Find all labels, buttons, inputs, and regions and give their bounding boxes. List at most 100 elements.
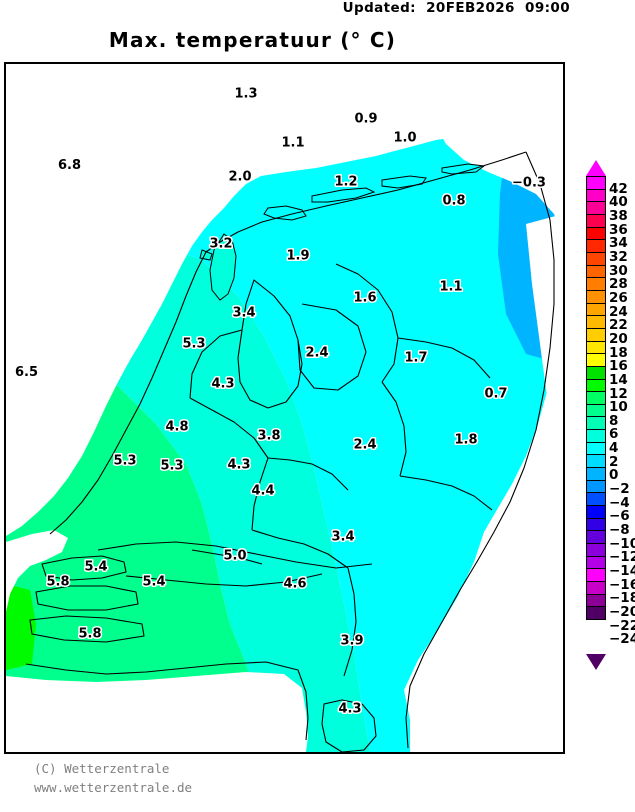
legend-swatch bbox=[586, 479, 606, 494]
province-border-j bbox=[343, 567, 357, 677]
station-label: 2.4 bbox=[305, 346, 328, 361]
station-label: 3.4 bbox=[232, 306, 255, 321]
legend-top-arrow-icon bbox=[586, 160, 606, 176]
station-label: 5.8 bbox=[78, 627, 101, 642]
mask-northeast-out bbox=[436, 126, 563, 240]
province-border-e bbox=[189, 329, 243, 399]
mask-north-sea bbox=[6, 64, 563, 536]
station-label: 4.6 bbox=[283, 577, 306, 592]
legend-tick-label: 8 bbox=[609, 412, 619, 429]
legend-swatch bbox=[586, 327, 606, 342]
legend-tick-label: −8 bbox=[609, 522, 630, 539]
legend-tick-label: −14 bbox=[609, 563, 635, 580]
legend-tick-label: −2 bbox=[609, 481, 630, 498]
legend-tick-label: −6 bbox=[609, 508, 630, 525]
rivers-maas bbox=[125, 573, 323, 587]
legend-tick-label: 26 bbox=[609, 289, 628, 306]
legend-tick-label: 34 bbox=[609, 235, 628, 252]
legend-swatch bbox=[586, 403, 606, 418]
station-label: 5.8 bbox=[46, 575, 69, 590]
station-label: 2.4 bbox=[353, 438, 376, 453]
rivers-rhine-waal bbox=[97, 541, 373, 569]
mask-east-germany bbox=[526, 214, 563, 752]
legend-swatch bbox=[586, 441, 606, 456]
station-label: 2.0 bbox=[228, 170, 251, 185]
legend-swatch bbox=[586, 340, 606, 355]
zeeland-islands bbox=[41, 555, 127, 581]
station-label: 5.4 bbox=[142, 575, 165, 590]
island-texel bbox=[209, 233, 237, 301]
website-line: www.wetterzentrale.de bbox=[34, 780, 193, 796]
legend-tick-label: −4 bbox=[609, 494, 630, 511]
station-label: −0.3 bbox=[512, 176, 546, 191]
band-6-8 bbox=[6, 584, 36, 670]
legend-tick-label: 2 bbox=[609, 453, 619, 470]
legend-tick-label: 6 bbox=[609, 426, 619, 443]
legend-swatch bbox=[586, 353, 606, 367]
legend-swatch bbox=[586, 581, 606, 595]
island-vlieland bbox=[263, 205, 307, 221]
legend-tick-label: 16 bbox=[609, 358, 628, 375]
legend-swatch bbox=[586, 188, 606, 203]
province-border-i bbox=[251, 529, 349, 569]
legend-swatch bbox=[586, 543, 606, 557]
legend-tick-label: −22 bbox=[609, 617, 635, 634]
legend-tick-label: 10 bbox=[609, 399, 628, 416]
legend-swatch bbox=[586, 277, 606, 291]
flevoland-outline bbox=[297, 303, 367, 391]
province-border-c bbox=[381, 381, 407, 477]
legend-tick-label: 22 bbox=[609, 317, 628, 334]
legend-swatch bbox=[586, 505, 606, 519]
legend-tick-label: 30 bbox=[609, 262, 628, 279]
province-border-h bbox=[251, 457, 269, 531]
station-label: 0.9 bbox=[354, 112, 377, 127]
mask-southwest-sea bbox=[6, 530, 68, 612]
legend-swatch bbox=[586, 517, 606, 532]
legend-swatch bbox=[586, 264, 606, 279]
coastline-west bbox=[49, 251, 207, 535]
province-border-f bbox=[189, 397, 269, 459]
legend-tick-label: −24 bbox=[609, 631, 635, 648]
station-label: 3.2 bbox=[209, 237, 232, 252]
island-terschelling bbox=[311, 187, 376, 203]
legend-tick-label: 40 bbox=[609, 194, 628, 211]
province-border-b bbox=[397, 337, 491, 379]
station-label: 1.7 bbox=[404, 351, 427, 366]
legend-tick-label: 4 bbox=[609, 440, 619, 457]
station-label: 4.4 bbox=[251, 484, 274, 499]
station-label: 1.3 bbox=[234, 87, 257, 102]
station-label: 5.4 bbox=[84, 560, 107, 575]
station-label: 1.1 bbox=[439, 280, 462, 295]
zeeland-islands-3 bbox=[29, 615, 145, 643]
legend-swatch bbox=[586, 555, 606, 570]
station-label: 5.0 bbox=[223, 549, 246, 564]
belgium-border bbox=[25, 661, 309, 741]
sea-and-outside-mask bbox=[6, 64, 563, 752]
legend-tick-label: 14 bbox=[609, 371, 628, 388]
province-border-d bbox=[399, 475, 493, 511]
station-label: 5.3 bbox=[160, 459, 183, 474]
legend-tick-label: 20 bbox=[609, 330, 628, 347]
legend-tick-label: 18 bbox=[609, 344, 628, 361]
mask-southeast-out bbox=[404, 244, 563, 752]
legend-bottom-arrow-icon bbox=[586, 654, 606, 670]
legend-tick-label: −12 bbox=[609, 549, 635, 566]
legend-tick-label: 42 bbox=[609, 180, 628, 197]
legend-swatch bbox=[586, 302, 606, 317]
station-label: 5.3 bbox=[182, 337, 205, 352]
color-scale-legend[interactable]: 42 40 38 36 34 32 30 28 26 24 22 20 18 16 14 12 10 8 6 4 2 0−… bbox=[583, 160, 635, 670]
station-label: 5.3 bbox=[113, 454, 136, 469]
station-label: 1.2 bbox=[334, 175, 357, 190]
weather-map[interactable]: 1.3 0.9 1.1 1.0 2.0 1.2 −0.3 0.8 3.2 1.9… bbox=[4, 62, 565, 754]
station-label: 4.3 bbox=[338, 702, 361, 717]
legend-swatch bbox=[586, 201, 606, 215]
legend-tick-label: −18 bbox=[609, 590, 635, 607]
station-label: 4.3 bbox=[227, 458, 250, 473]
legend-swatch bbox=[586, 492, 606, 507]
station-label: 4.3 bbox=[211, 377, 234, 392]
station-label-outside: 6.8 bbox=[58, 158, 82, 173]
legend-swatch bbox=[586, 365, 606, 380]
legend-swatch bbox=[586, 391, 606, 405]
south-limburg bbox=[321, 699, 377, 752]
station-label: 1.0 bbox=[393, 131, 416, 146]
